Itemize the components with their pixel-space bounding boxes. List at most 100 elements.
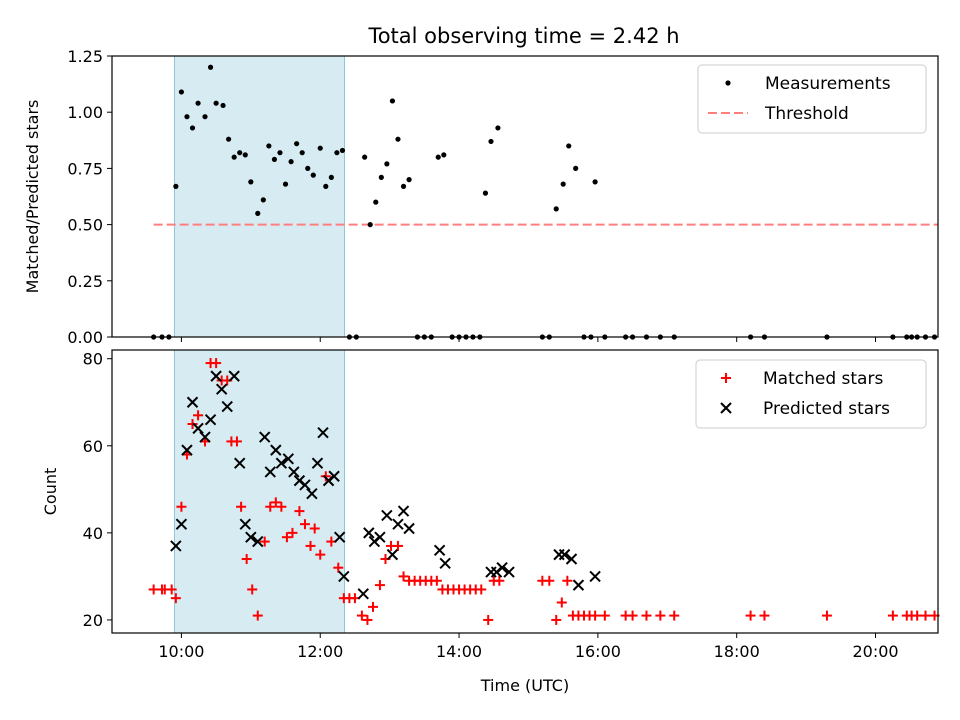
legend-matched-marker [721,373,731,383]
matched-star-marker [398,571,409,582]
measurement-point [339,147,346,154]
predicted-star-marker [282,453,295,465]
measurement-point [178,89,185,95]
predicted-star-marker [288,466,300,478]
measurement-point [435,154,441,160]
predicted-star-marker [258,431,271,443]
matched-star-marker [745,610,756,621]
predicted-star-marker [553,548,565,561]
matched-star-marker [294,506,305,517]
top-panel: 0.00 0.25 0.50 0.75 1.00 1.25 Matched/Predicte… [23,47,939,347]
matched-star-marker [333,562,344,573]
predicted-star-marker [186,396,199,408]
x-tick-label: 16:00 [575,642,621,661]
measurement-point [560,181,566,187]
predicted-star-marker [558,548,571,561]
measurement-point [310,172,316,178]
predicted-star-marker [381,509,393,522]
predicted-star-marker [439,557,451,570]
measurement-point [566,143,572,149]
matched-star-marker [551,614,562,625]
predicted-star-marker [338,570,350,583]
predicted-star-marker [204,413,217,426]
legend: Matched stars Predicted stars [695,359,927,429]
predicted-star-marker [192,422,204,435]
measurement-point [213,100,219,106]
measurement-point [573,165,579,171]
matched-star-marker [367,601,378,612]
y-axis-label: Matched/Predicted stars [23,100,42,294]
measurement-point [384,161,390,167]
legend-measurement-marker [725,80,731,86]
predicted-star-marker [221,400,233,413]
matched-star-marker [305,540,316,551]
predicted-star-marker [311,457,324,469]
measurement-point [207,64,214,70]
matched-star-marker [494,575,505,586]
predicted-star-marker [374,531,386,543]
matched-star-marker [483,614,494,625]
predicted-star-marker [397,505,410,517]
x-tick-label: 20:00 [852,642,898,661]
measurement-point [362,154,368,160]
predicted-star-marker [306,487,318,500]
measurement-point [226,136,232,142]
measurement-point [288,159,294,165]
predicted-star-marker [496,561,508,574]
predicted-star-marker [485,566,497,578]
matched-star-marker [374,580,385,591]
measurement-point [248,179,254,185]
y-tick-label: 40 [83,524,103,543]
matched-star-marker [556,597,567,608]
matched-star-marker [627,610,638,621]
measurement-point [406,177,412,183]
matched-star-marker [590,610,601,621]
measurement-point [242,152,248,158]
measurement-point [184,114,190,120]
matched-star-marker [259,536,270,547]
measurement-point [495,125,501,131]
measurement-point [260,197,266,203]
y-tick-label: 0.00 [67,328,103,347]
x-axis-label: Time (UTC) [480,676,569,695]
legend-label: Measurements [765,74,891,94]
matched-star-marker [176,501,187,512]
observing-window-span [174,56,345,337]
matched-star-marker [356,610,367,621]
predicted-star-marker [403,522,415,535]
matched-star-marker [392,540,403,551]
predicted-star-marker [270,444,282,456]
measurement-point [282,181,289,187]
y-tick-label: 60 [83,437,103,456]
measurement-point [378,174,384,180]
measurement-point [220,102,226,109]
measurement-point [173,183,179,189]
matched-star-marker [252,610,263,621]
matched-star-marker [309,523,320,534]
legend-label: Matched stars [763,369,883,389]
matched-star-marker [362,614,373,625]
predicted-star-marker [589,570,601,583]
predicted-star-marker [275,457,288,469]
predicted-star-marker [317,427,329,439]
measurement-point [400,183,407,189]
measurement-point [389,98,396,104]
y-tick-label: 0.50 [67,216,103,235]
matched-star-marker [641,610,652,621]
x-tick-label: 10:00 [158,642,204,661]
measurement-point [317,145,323,151]
measurement-point [294,141,300,147]
measurement-point [373,199,379,205]
measurement-point [299,150,305,156]
x-tick-label: 12:00 [297,642,343,661]
measurement-point [334,150,340,156]
measurement-point [271,156,278,163]
matched-star-marker [287,527,298,538]
legend-predicted-marker [720,402,732,414]
matched-star-marker [476,584,487,595]
predicted-star-marker [572,579,585,591]
measurement-point [328,174,334,180]
matched-star-marker [669,610,680,621]
measurement-point [395,136,401,142]
